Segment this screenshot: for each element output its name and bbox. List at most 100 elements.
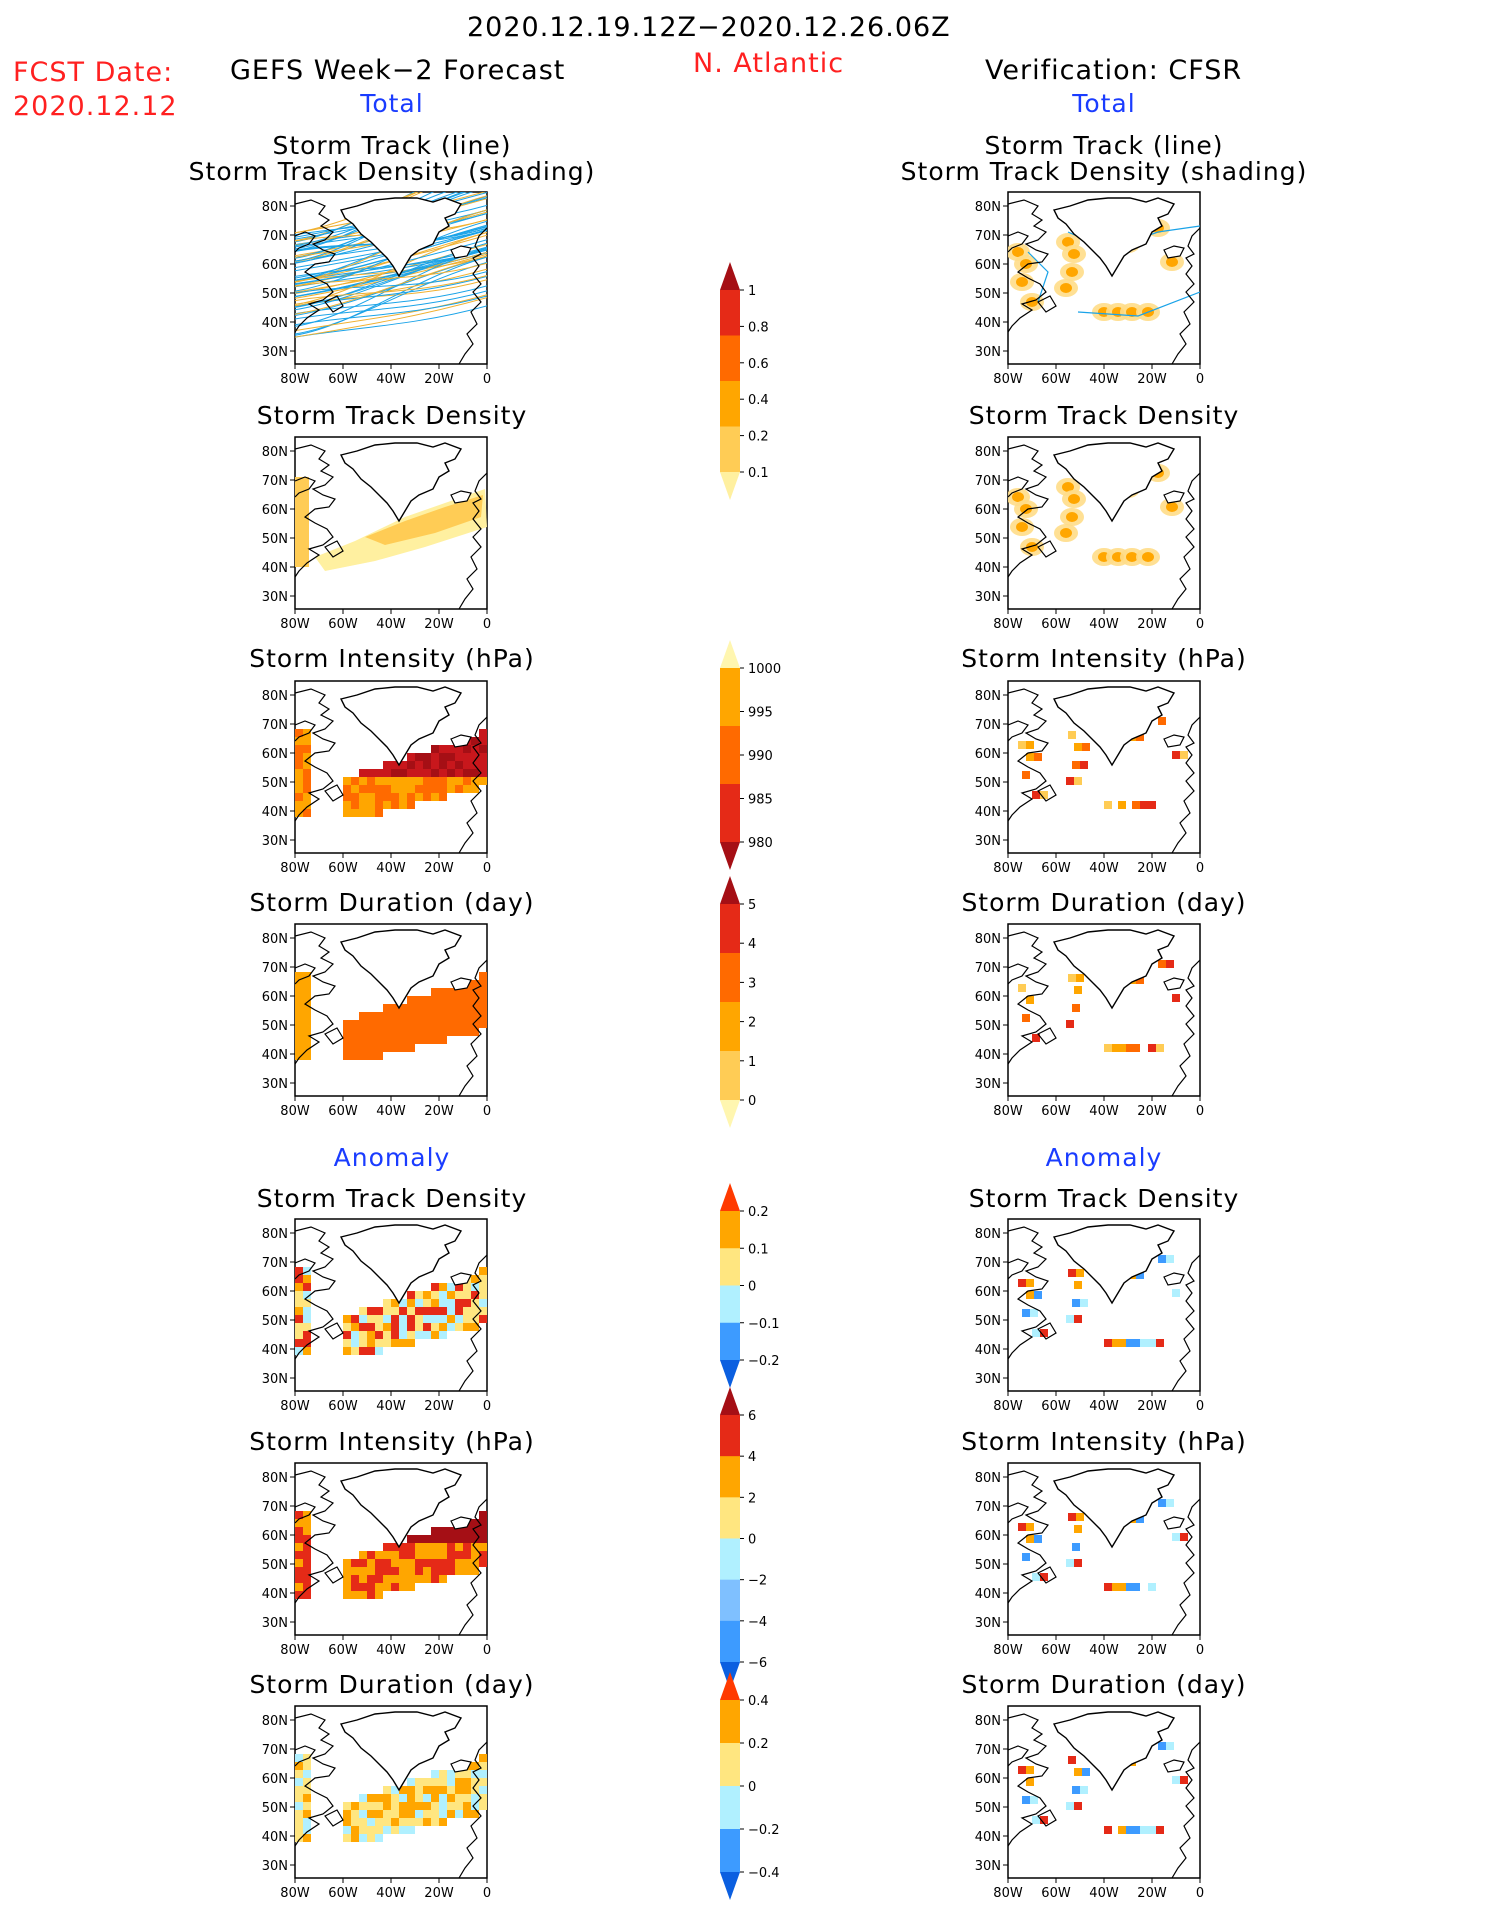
lon-tick-label: 0 <box>483 617 491 632</box>
gefs-track-map: 80N 70N 60N 50N 40N 30N 80W 60W 40W 20W 0 <box>262 191 491 387</box>
lon-tick-label: 0 <box>1196 1886 1204 1901</box>
greenland-coast <box>1052 197 1176 278</box>
cfsr-anom-intensity-map: 80N 70N 60N 50N 40N 30N 80W 60W 40W 20W 0 <box>975 1462 1204 1658</box>
duration-colorbar: 5 4 3 2 1 0 <box>720 876 756 1128</box>
lon-tick-label: 0 <box>1196 1643 1204 1658</box>
lon-tick-label: 20W <box>424 372 454 387</box>
fcst-date-label: FCST Date: <box>13 57 174 88</box>
lon-tick-label: 60W <box>1041 372 1071 387</box>
lon-tick-label: 60W <box>1041 861 1071 876</box>
gefs-anom-intensity-map: 80N 70N 60N 50N 40N 30N 80W 60W 40W 20W 0 <box>262 1462 491 1658</box>
lat-tick-label: 70N <box>262 1743 288 1758</box>
lat-tick-label: 30N <box>975 834 1001 849</box>
lon-tick-label: 60W <box>1041 1104 1071 1119</box>
colorbar-label: 0.1 <box>748 466 769 481</box>
colorbar-label: 2 <box>748 1016 756 1031</box>
date-range-title: 2020.12.19.12Z−2020.12.26.06Z <box>467 12 951 43</box>
lon-tick-label: 20W <box>1137 861 1167 876</box>
lon-tick-label: 20W <box>424 617 454 632</box>
colorbar-label: 2 <box>748 1491 756 1506</box>
colorbar-label: −0.2 <box>748 1823 780 1838</box>
lat-tick-label: 40N <box>975 1830 1001 1845</box>
lat-tick-label: 50N <box>262 1801 288 1816</box>
colorbar-label: 4 <box>748 1450 756 1465</box>
colorbar-label: 0 <box>748 1280 756 1295</box>
lat-tick-label: 40N <box>975 561 1001 576</box>
colorbar-label: 0.2 <box>748 1737 769 1752</box>
lat-tick-label: 40N <box>262 316 288 331</box>
cfsr-anom-density-map: 80N 70N 60N 50N 40N 30N 80W 60W 40W 20W 0 <box>975 1218 1204 1414</box>
lat-tick-label: 50N <box>975 1801 1001 1816</box>
lat-tick-label: 40N <box>262 1587 288 1602</box>
lat-tick-label: 70N <box>262 1256 288 1271</box>
lon-tick-label: 40W <box>1089 617 1119 632</box>
anom_intensity-colorbar: 6 4 2 0 −2 −4 −6 <box>720 1387 767 1690</box>
left-title-anom-intensity: Storm Intensity (hPa) <box>249 1427 535 1456</box>
lat-tick-label: 50N <box>975 1314 1001 1329</box>
colorbar-label: −4 <box>748 1615 767 1630</box>
colorbar-label: −2 <box>748 1574 767 1589</box>
lat-tick-label: 30N <box>262 834 288 849</box>
lon-tick-label: 40W <box>1089 1643 1119 1658</box>
lat-tick-label: 70N <box>262 229 288 244</box>
greenland-coast <box>339 929 463 1010</box>
colorbar-label: 995 <box>748 706 773 721</box>
intensity-colorbar: 1000 995 990 985 980 <box>720 640 781 870</box>
colorbar-label: −0.2 <box>748 1354 780 1369</box>
right-title-anom-density: Storm Track Density <box>968 1184 1240 1213</box>
lat-tick-label: 60N <box>262 990 288 1005</box>
greenland-coast <box>1052 929 1176 1010</box>
lat-tick-label: 50N <box>262 1558 288 1573</box>
lat-tick-label: 50N <box>262 776 288 791</box>
lon-tick-label: 20W <box>1137 1104 1167 1119</box>
lat-tick-label: 40N <box>975 1587 1001 1602</box>
right-title-density: Storm Track Density <box>968 401 1240 430</box>
lat-tick-label: 80N <box>262 1714 288 1729</box>
colorbar-label: 1 <box>748 1055 756 1070</box>
lat-tick-label: 80N <box>262 689 288 704</box>
lon-tick-label: 20W <box>1137 1643 1167 1658</box>
map-frame <box>1007 1218 1201 1392</box>
lat-tick-label: 40N <box>975 1048 1001 1063</box>
lat-tick-label: 50N <box>262 532 288 547</box>
lat-tick-label: 60N <box>262 1772 288 1787</box>
greenland-coast <box>339 1468 463 1549</box>
right-title-anom-intensity: Storm Intensity (hPa) <box>961 1427 1247 1456</box>
lon-tick-label: 20W <box>1137 1886 1167 1901</box>
lon-tick-label: 60W <box>328 1643 358 1658</box>
lon-tick-label: 60W <box>1041 1399 1071 1414</box>
lon-tick-label: 60W <box>328 617 358 632</box>
lat-tick-label: 50N <box>975 287 1001 302</box>
colorbar-label: −0.1 <box>748 1317 780 1332</box>
colorbar-label: 985 <box>748 793 773 808</box>
colorbar-label: 990 <box>748 749 773 764</box>
cfsr-intensity-map: 80N 70N 60N 50N 40N 30N 80W 60W 40W 20W 0 <box>975 680 1204 876</box>
lon-tick-label: 40W <box>376 372 406 387</box>
lat-tick-label: 70N <box>262 1500 288 1515</box>
colorbar-label: 5 <box>748 898 756 913</box>
lon-tick-label: 80W <box>280 372 310 387</box>
lon-tick-label: 60W <box>1041 617 1071 632</box>
lat-tick-label: 40N <box>262 1343 288 1358</box>
lat-tick-label: 80N <box>975 1714 1001 1729</box>
lon-tick-label: 0 <box>1196 1104 1204 1119</box>
lat-tick-label: 60N <box>975 747 1001 762</box>
greenland-coast <box>339 1224 463 1305</box>
gefs-duration-map: 80N 70N 60N 50N 40N 30N 80W 60W 40W 20W 0 <box>262 923 491 1119</box>
map-field <box>1008 442 1200 609</box>
colorbar-label: 0.4 <box>748 1694 769 1709</box>
lat-tick-label: 80N <box>975 932 1001 947</box>
map-field <box>295 192 487 364</box>
map-field <box>295 686 487 853</box>
lat-tick-label: 30N <box>975 1077 1001 1092</box>
lat-tick-label: 30N <box>975 1859 1001 1874</box>
lon-tick-label: 80W <box>280 1643 310 1658</box>
map-field <box>1008 929 1200 1096</box>
lat-tick-label: 50N <box>262 1019 288 1034</box>
lat-tick-label: 60N <box>975 1285 1001 1300</box>
lat-tick-label: 40N <box>262 1830 288 1845</box>
colorbar-label: 0.6 <box>748 357 769 372</box>
colorbar-label: 0 <box>748 1780 756 1795</box>
lat-tick-label: 30N <box>262 1616 288 1631</box>
lat-tick-label: 40N <box>975 316 1001 331</box>
